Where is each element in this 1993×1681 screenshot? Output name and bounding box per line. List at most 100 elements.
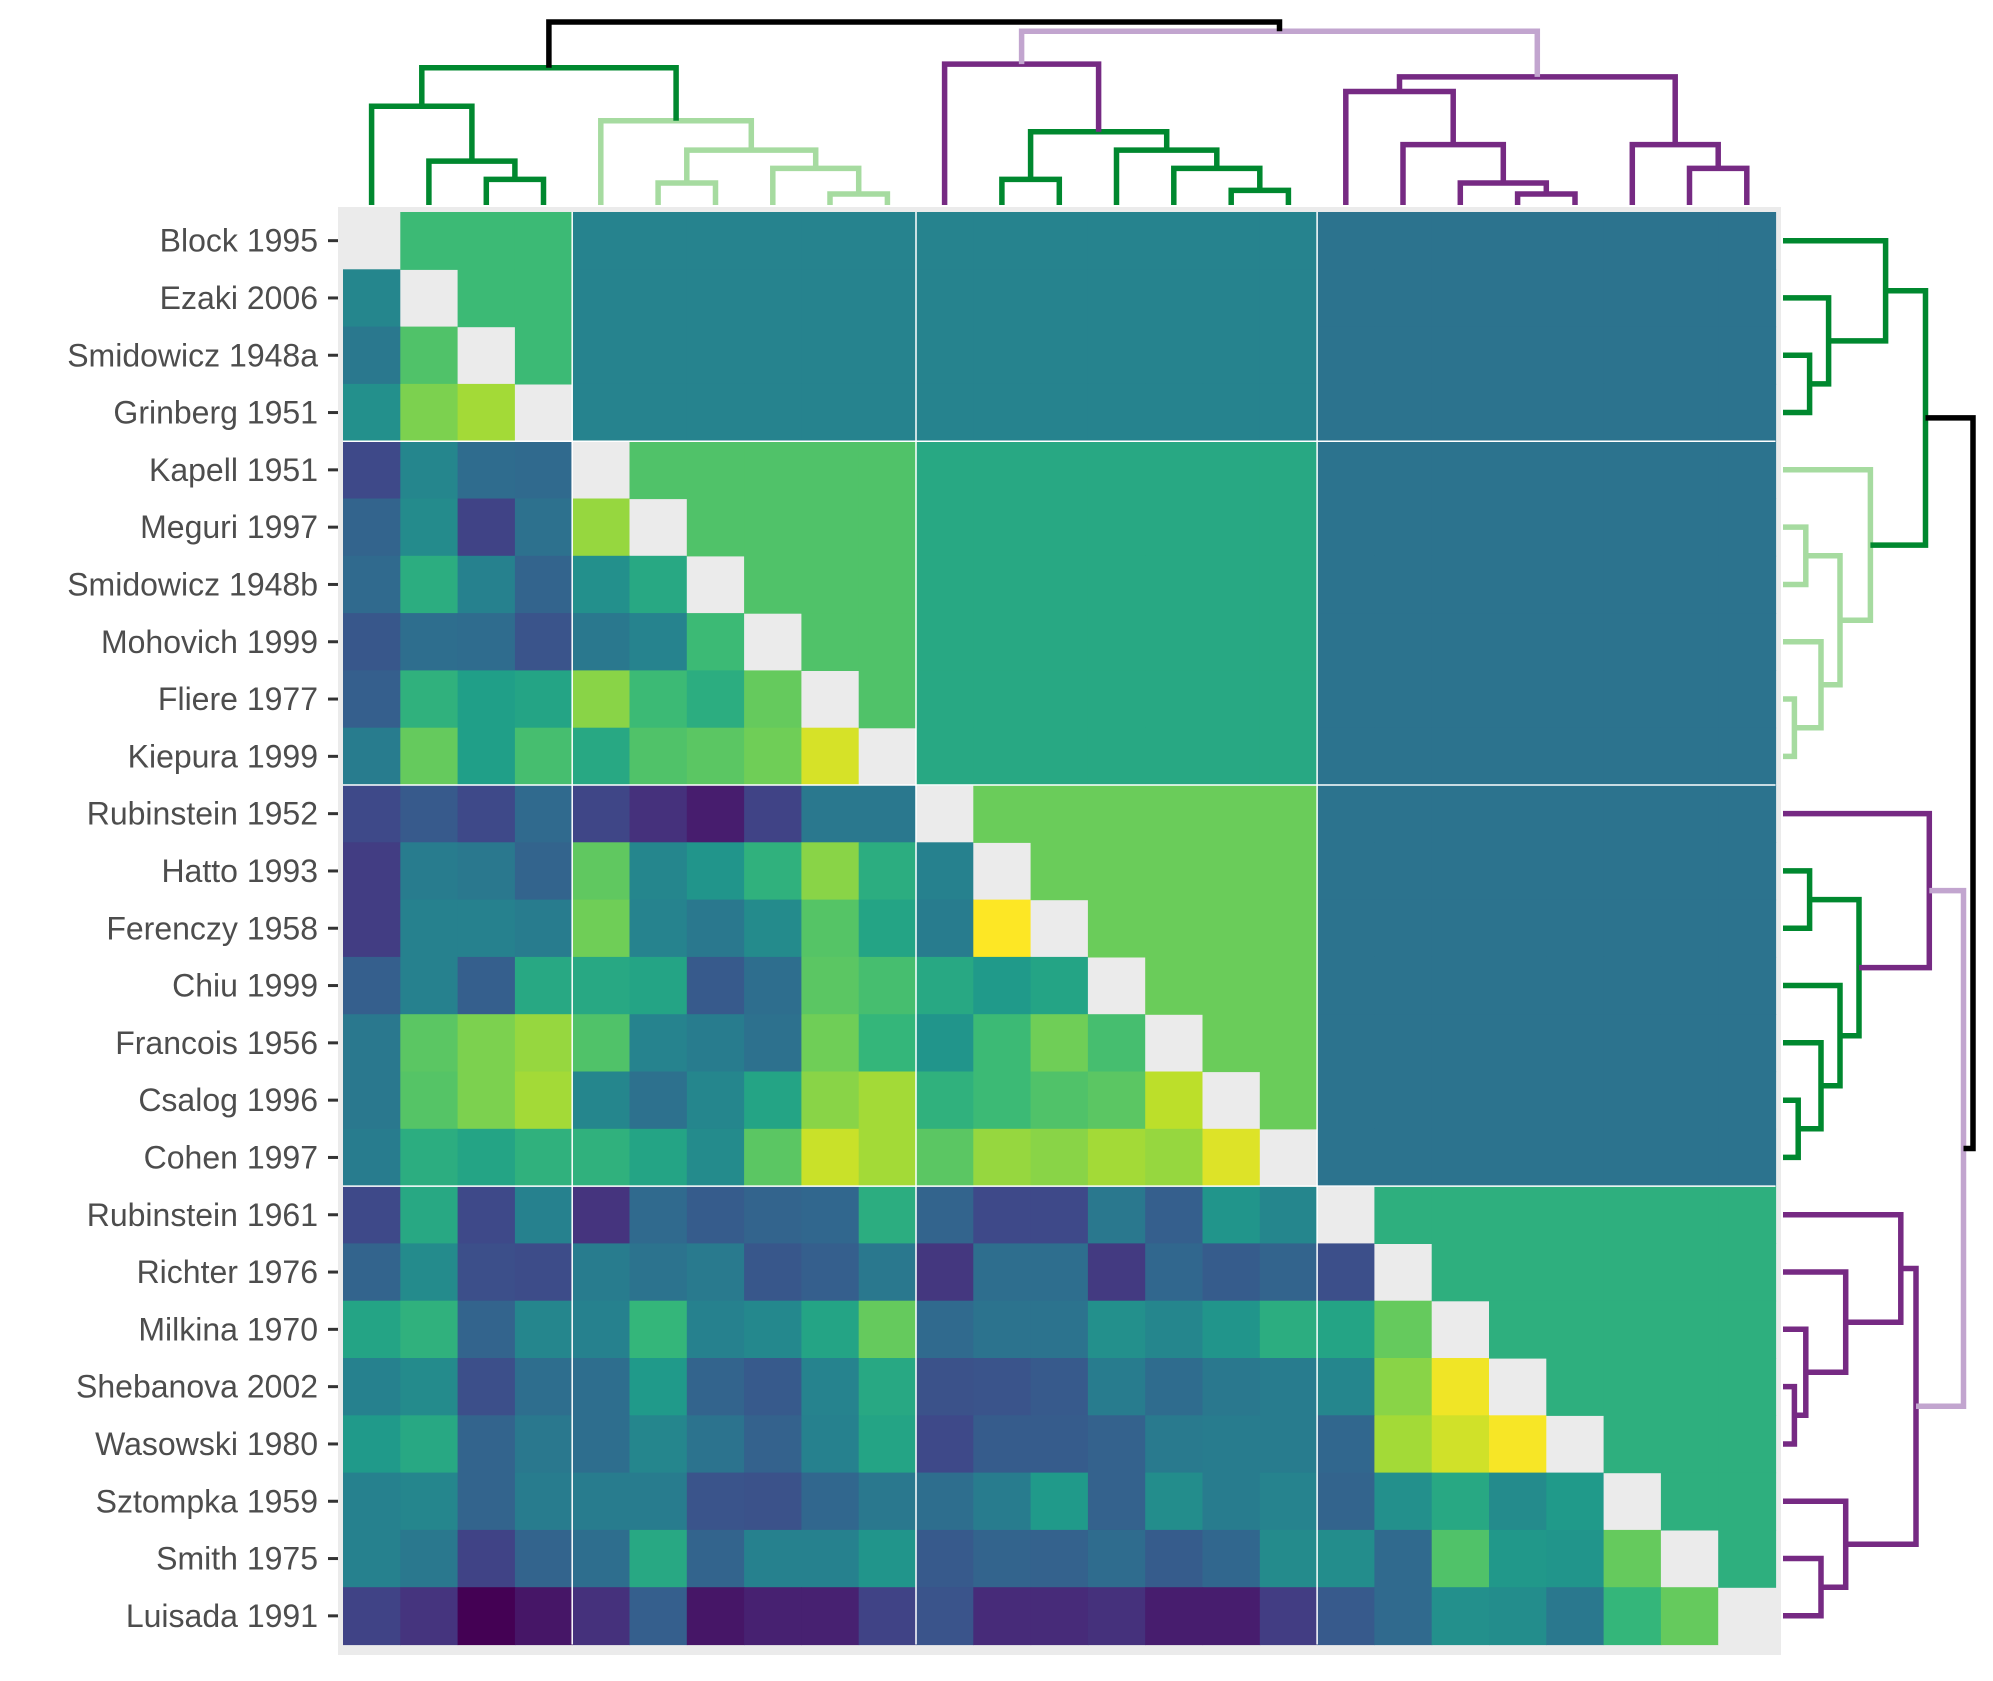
top-dendrogram	[368, 19, 1750, 205]
block-cell	[1202, 326, 1261, 385]
row-label: Francois 1956	[115, 1025, 318, 1061]
block-cell	[686, 383, 745, 442]
heatmap-cell	[400, 1300, 459, 1359]
heatmap-cell	[572, 555, 631, 614]
heatmap-cell	[343, 1472, 401, 1531]
heatmap-cell	[629, 1300, 688, 1359]
block-cell	[1431, 1243, 1490, 1302]
block-cell	[629, 383, 688, 442]
block-cell	[1489, 1186, 1547, 1244]
dendrogram-branch	[1783, 352, 1813, 416]
heatmap-cell	[686, 1128, 745, 1187]
heatmap-cell	[343, 498, 401, 557]
heatmap-cell	[1087, 1243, 1146, 1302]
block-cell	[858, 326, 917, 385]
heatmap-cell	[457, 1472, 516, 1531]
block-cell	[1087, 785, 1146, 843]
block-cell	[1145, 555, 1204, 614]
heatmap-cell	[457, 670, 516, 729]
heatmap-cell	[973, 1472, 1032, 1531]
heatmap-cell	[1489, 1587, 1547, 1646]
heatmap-cell	[400, 498, 459, 557]
heatmap-cell	[514, 1014, 573, 1073]
dendrogram-branch	[1783, 810, 1933, 971]
block-cell	[1546, 269, 1605, 328]
cluster-block-cells	[400, 212, 1777, 1588]
heatmap-cell	[686, 1415, 745, 1474]
block-cell	[629, 441, 688, 500]
heatmap-cell	[400, 1472, 459, 1531]
heatmap-cell	[801, 1529, 860, 1588]
heatmap-cell	[1317, 1243, 1375, 1302]
heatmap-cell	[858, 1186, 917, 1244]
heatmap-cell	[457, 1415, 516, 1474]
dendrogram-branch	[1783, 868, 1813, 932]
row-label: Rubinstein 1952	[87, 796, 318, 832]
heatmap-cell	[1317, 1358, 1375, 1416]
block-cell	[916, 613, 974, 671]
block-cell	[1718, 555, 1777, 614]
block-cell	[1603, 956, 1662, 1015]
block-cell	[629, 212, 688, 270]
block-cell	[1431, 555, 1490, 614]
block-cell	[1202, 269, 1261, 328]
block-cell	[1718, 1415, 1777, 1474]
heatmap-cell	[400, 956, 459, 1015]
heatmap-cell	[1087, 1358, 1146, 1416]
heatmap-cell	[514, 1243, 573, 1302]
heatmap-cell	[1145, 1415, 1204, 1474]
block-cell	[1546, 670, 1605, 729]
heatmap-cell	[457, 956, 516, 1015]
block-cell	[1546, 1128, 1605, 1187]
block-cell	[1489, 441, 1547, 500]
heatmap-cell	[916, 899, 974, 958]
block-cell	[629, 326, 688, 385]
heatmap-cell	[1087, 1529, 1146, 1588]
diagonal-cell	[801, 670, 860, 729]
diagonal-cell	[1546, 1415, 1605, 1474]
heatmap-cell	[343, 956, 401, 1015]
heatmap-cell	[457, 1243, 516, 1302]
heatmap-cell	[686, 727, 745, 786]
block-cell	[1030, 441, 1089, 500]
heatmap-cell	[1431, 1415, 1490, 1474]
block-cell	[1317, 956, 1375, 1015]
heatmap-cell	[744, 727, 802, 786]
heatmap-cell	[1259, 1358, 1318, 1416]
heatmap-cell	[629, 1243, 688, 1302]
heatmap-cell	[457, 1128, 516, 1187]
diagonal-cell	[514, 383, 573, 442]
row-label: Kapell 1951	[149, 452, 318, 488]
heatmap-cell	[629, 1186, 688, 1244]
heatmap-cell	[1030, 1415, 1089, 1474]
block-cell	[1259, 670, 1318, 729]
heatmap-cell	[858, 1014, 917, 1073]
heatmap-cell	[1030, 1587, 1089, 1646]
heatmap-cell	[1030, 1358, 1089, 1416]
heatmap-cell	[1145, 1300, 1204, 1359]
heatmap-cell	[343, 1358, 401, 1416]
block-cell	[1603, 1014, 1662, 1073]
heatmap-cell	[744, 1300, 802, 1359]
heatmap-cell	[343, 441, 401, 500]
heatmap-cell	[1202, 1529, 1261, 1588]
heatmap-cell	[801, 785, 860, 843]
heatmap-cell	[744, 785, 802, 843]
block-cell	[1259, 498, 1318, 557]
dendrogram-branch	[1027, 129, 1170, 180]
heatmap-cell	[1374, 1587, 1433, 1646]
block-cell	[1718, 1014, 1777, 1073]
block-cell	[801, 212, 860, 270]
block-cell	[1546, 727, 1605, 786]
diagonal-cell	[572, 441, 631, 500]
row-label: Wasowski 1980	[95, 1426, 318, 1462]
block-cell	[572, 212, 631, 270]
block-cell	[1259, 212, 1318, 270]
heatmap-cell	[916, 1529, 974, 1588]
heatmap-cell	[572, 1014, 631, 1073]
row-label: Grinberg 1951	[113, 395, 318, 431]
heatmap-cell	[1431, 1472, 1490, 1531]
heatmap-cell	[801, 1071, 860, 1130]
heatmap-cell	[1259, 1243, 1318, 1302]
block-cell	[1660, 326, 1719, 385]
